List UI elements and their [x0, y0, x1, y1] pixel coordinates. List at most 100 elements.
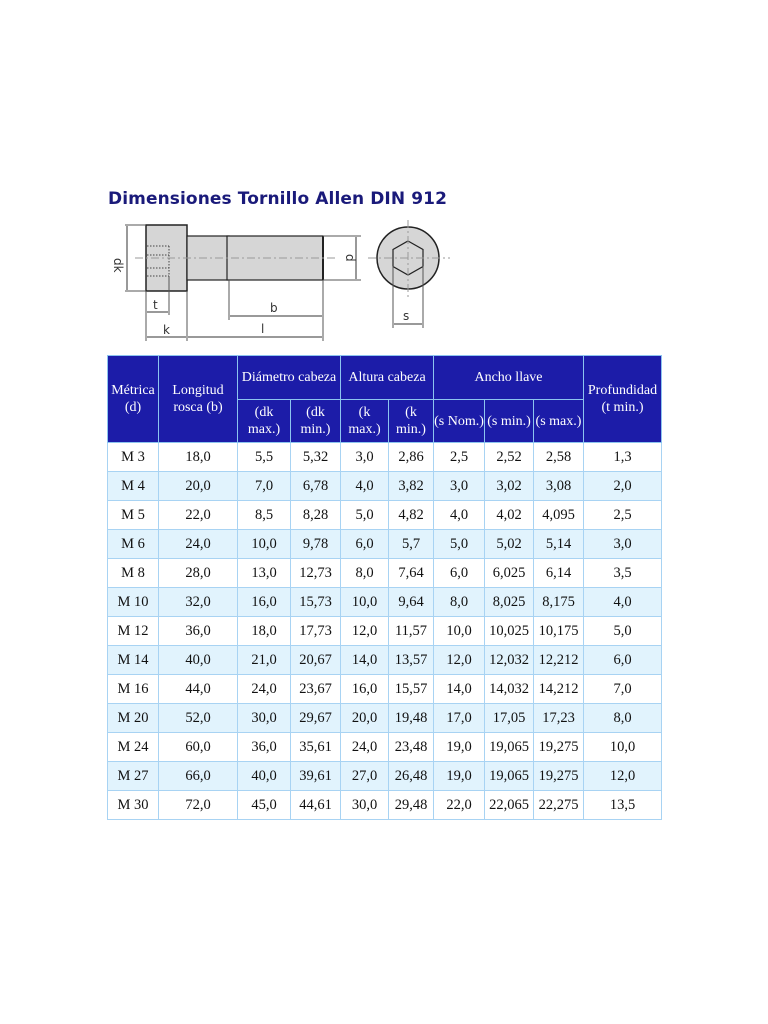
table-cell: 4,82	[388, 500, 434, 530]
table-cell: 19,275	[533, 761, 584, 791]
table-cell: M 12	[107, 616, 159, 646]
table-cell: 18,0	[237, 616, 291, 646]
table-cell: 5,02	[484, 529, 534, 559]
table-cell: 32,0	[158, 587, 238, 617]
table-cell: 12,0	[433, 645, 485, 675]
table-cell: 7,0	[237, 471, 291, 501]
subheader-s-min: (s min.)	[484, 399, 534, 443]
table-cell: 8,0	[433, 587, 485, 617]
table-cell: M 14	[107, 645, 159, 675]
svg-text:s: s	[403, 309, 409, 323]
table-cell: 20,0	[158, 471, 238, 501]
svg-text:k: k	[163, 323, 170, 337]
table-cell: 11,57	[388, 616, 434, 646]
table-row: M 5 22,0 8,5 8,28 5,0 4,82 4,0 4,02 4,095 2,5	[107, 500, 662, 530]
table-cell: 12,212	[533, 645, 584, 675]
table-cell: 12,032	[484, 645, 534, 675]
table-cell: 6,0	[433, 558, 485, 588]
table-cell: M 6	[107, 529, 159, 559]
table-cell: 16,0	[237, 587, 291, 617]
subheader-k-max: (k max.)	[340, 399, 389, 443]
table-cell: 4,0	[583, 587, 662, 617]
table-cell: 21,0	[237, 645, 291, 675]
table-cell: 8,0	[583, 703, 662, 733]
table-cell: 17,73	[290, 616, 341, 646]
table-cell: 39,61	[290, 761, 341, 791]
table-row: M 30 72,0 45,0 44,61 30,0 29,48 22,0 22,065 22,2…	[107, 790, 662, 820]
table-cell: 72,0	[158, 790, 238, 820]
table-cell: M 8	[107, 558, 159, 588]
table-cell: 5,0	[583, 616, 662, 646]
table-row: M 8 28,0 13,0 12,73 8,0 7,64 6,0 6,025 6,14 3,5	[107, 558, 662, 588]
table-cell: M 5	[107, 500, 159, 530]
table-cell: 12,73	[290, 558, 341, 588]
table-cell: 8,0	[340, 558, 389, 588]
table-row: M 4 20,0 7,0 6,78 4,0 3,82 3,0 3,02 3,08 2,0	[107, 471, 662, 501]
table-cell: 13,0	[237, 558, 291, 588]
table-cell: M 3	[107, 442, 159, 472]
table-cell: M 24	[107, 732, 159, 762]
svg-text:b: b	[270, 301, 278, 315]
table-cell: 6,0	[583, 645, 662, 675]
table-cell: 14,0	[340, 645, 389, 675]
table-row: M 24 60,0 36,0 35,61 24,0 23,48 19,0 19,065 19,2…	[107, 732, 662, 762]
table-cell: 6,14	[533, 558, 584, 588]
table-cell: 3,0	[433, 471, 485, 501]
subheader-dk-min: (dk min.)	[290, 399, 341, 443]
table-cell: 5,32	[290, 442, 341, 472]
table-cell: 52,0	[158, 703, 238, 733]
table-cell: 3,08	[533, 471, 584, 501]
table-cell: M 30	[107, 790, 159, 820]
table-cell: 23,67	[290, 674, 341, 704]
table-cell: M 27	[107, 761, 159, 791]
table-row: M 6 24,0 10,0 9,78 6,0 5,7 5,0 5,02 5,14 3,0	[107, 529, 662, 559]
table-cell: 2,5	[433, 442, 485, 472]
table-cell: 10,0	[237, 529, 291, 559]
table-cell: 13,57	[388, 645, 434, 675]
table-cell: 6,78	[290, 471, 341, 501]
table-cell: 5,5	[237, 442, 291, 472]
din912-dimensions-table: Métrica (d) Longitud rosca (b) Diámetro …	[107, 355, 662, 820]
table-cell: 19,0	[433, 732, 485, 762]
table-cell: 10,175	[533, 616, 584, 646]
screw-diagram: dk d t k b l	[105, 216, 455, 344]
table-cell: 19,065	[484, 732, 534, 762]
table-cell: 2,5	[583, 500, 662, 530]
table-cell: 2,58	[533, 442, 584, 472]
table-cell: 9,64	[388, 587, 434, 617]
table-cell: 6,025	[484, 558, 534, 588]
table-cell: 10,0	[340, 587, 389, 617]
table-cell: 14,212	[533, 674, 584, 704]
table-row: M 14 40,0 21,0 20,67 14,0 13,57 12,0 12,032 12,2…	[107, 645, 662, 675]
table-cell: 5,14	[533, 529, 584, 559]
table-cell: 14,032	[484, 674, 534, 704]
header-diametro-cabeza: Diámetro cabeza	[237, 355, 341, 400]
table-row: M 20 52,0 30,0 29,67 20,0 19,48 17,0 17,05 17,23…	[107, 703, 662, 733]
table-cell: 24,0	[340, 732, 389, 762]
table-row: M 3 18,0 5,5 5,32 3,0 2,86 2,5 2,52 2,58 1,3	[107, 442, 662, 472]
table-cell: 2,0	[583, 471, 662, 501]
header-longitud-rosca: Longitud rosca (b)	[158, 355, 238, 443]
table-cell: 4,095	[533, 500, 584, 530]
table-cell: 6,0	[340, 529, 389, 559]
table-cell: 8,28	[290, 500, 341, 530]
table-cell: 22,0	[158, 500, 238, 530]
table-cell: 45,0	[237, 790, 291, 820]
table-cell: 30,0	[340, 790, 389, 820]
table-cell: 2,52	[484, 442, 534, 472]
table-cell: 4,0	[340, 471, 389, 501]
table-cell: 30,0	[237, 703, 291, 733]
table-cell: 22,275	[533, 790, 584, 820]
table-cell: 20,0	[340, 703, 389, 733]
table-cell: 29,67	[290, 703, 341, 733]
page-title: Dimensiones Tornillo Allen DIN 912	[108, 189, 447, 209]
table-cell: 35,61	[290, 732, 341, 762]
svg-text:dk: dk	[111, 258, 125, 273]
table-cell: 22,0	[433, 790, 485, 820]
table-cell: 5,0	[433, 529, 485, 559]
table-cell: 36,0	[237, 732, 291, 762]
table-cell: 22,065	[484, 790, 534, 820]
table-row: M 10 32,0 16,0 15,73 10,0 9,64 8,0 8,025 8,175 4,…	[107, 587, 662, 617]
table-cell: 15,57	[388, 674, 434, 704]
table-cell: 19,0	[433, 761, 485, 791]
